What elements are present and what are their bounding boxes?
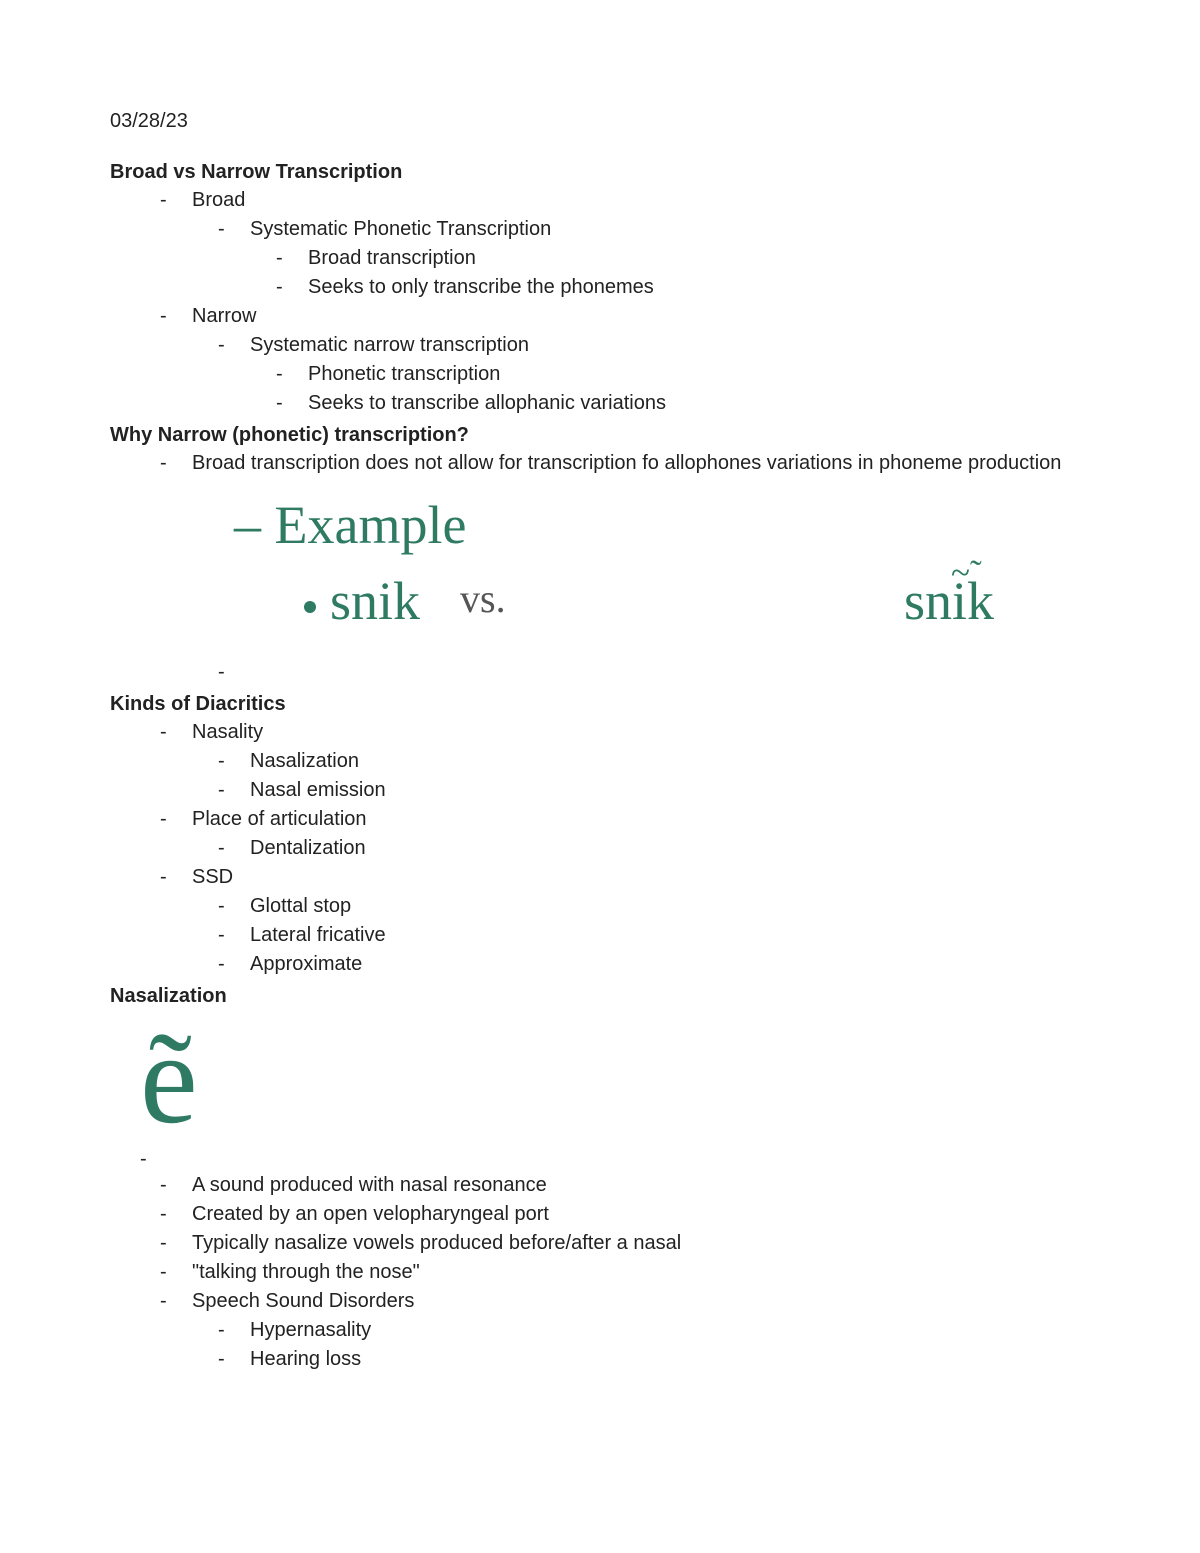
example-left-text: snik — [330, 571, 420, 631]
list-item: Systematic narrow transcription — [192, 331, 1090, 360]
example-vs: vs. — [460, 575, 506, 622]
list-item: Broad — [134, 186, 1090, 215]
list-item — [192, 658, 1090, 687]
document-page: 03/28/23 Broad vs Narrow Transcription B… — [0, 0, 1200, 1553]
example-right-prefix: sn — [904, 571, 952, 631]
heading-kinds-diacritics: Kinds of Diacritics — [110, 693, 1090, 716]
list-item: SSD — [134, 863, 1090, 892]
example-right-i: ~̃i — [952, 574, 967, 628]
list-item: Hearing loss — [192, 1345, 1090, 1374]
list-item: Narrow — [134, 302, 1090, 331]
list-item: Place of articulation — [134, 805, 1090, 834]
list-broad-narrow: Broad Systematic Phonetic Transcription … — [110, 186, 1090, 418]
list-item: Broad transcription — [250, 244, 1090, 273]
list-item: Glottal stop — [192, 892, 1090, 921]
list-nasalization: A sound produced with nasal resonance Cr… — [110, 1171, 1090, 1374]
list-item: A sound produced with nasal resonance — [134, 1171, 1090, 1200]
heading-why-narrow: Why Narrow (phonetic) transcription? — [110, 424, 1090, 447]
example-right: sn~̃ik — [904, 574, 994, 628]
example-left: snik — [304, 574, 420, 628]
list-item: Nasal emission — [192, 776, 1090, 805]
heading-nasalization: Nasalization — [110, 985, 1090, 1008]
nasalization-glyph: ẽ — [140, 1014, 1090, 1144]
example-right-suffix: k — [967, 571, 994, 631]
list-item: Speech Sound Disorders — [134, 1287, 1090, 1316]
list-item: Nasality — [134, 718, 1090, 747]
list-why-narrow: Broad transcription does not allow for t… — [110, 449, 1090, 478]
list-item: "talking through the nose" — [134, 1258, 1090, 1287]
list-diacritics: Nasality Nasalization Nasal emission Pla… — [110, 718, 1090, 979]
example-row: snik vs. sn~̃ik — [214, 574, 994, 628]
list-item: Hypernasality — [192, 1316, 1090, 1345]
list-item: Lateral fricative — [192, 921, 1090, 950]
list-item: Typically nasalize vowels produced befor… — [134, 1229, 1090, 1258]
dash-text: - — [140, 1148, 1090, 1171]
list-item: Approximate — [192, 950, 1090, 979]
list-item: Nasalization — [192, 747, 1090, 776]
example-label: – Example — [234, 498, 994, 552]
example-graphic: – Example snik vs. sn~̃ik — [214, 492, 994, 650]
list-item: Created by an open velopharyngeal port — [134, 1200, 1090, 1229]
list-item: Broad transcription does not allow for t… — [134, 449, 1090, 478]
bullet-icon — [304, 601, 316, 613]
e-tilde-icon: ẽ — [140, 1007, 198, 1151]
list-item: Phonetic transcription — [250, 360, 1090, 389]
heading-broad-vs-narrow: Broad vs Narrow Transcription — [110, 161, 1090, 184]
list-item: Seeks to transcribe allophanic variation… — [250, 389, 1090, 418]
list-item: Systematic Phonetic Transcription — [192, 215, 1090, 244]
list-blank-example — [110, 658, 1090, 687]
list-item: Dentalization — [192, 834, 1090, 863]
list-item: Seeks to only transcribe the phonemes — [250, 273, 1090, 302]
date-text: 03/28/23 — [110, 110, 1090, 133]
diacritic-tilde-icon: ~̃ — [951, 555, 968, 590]
